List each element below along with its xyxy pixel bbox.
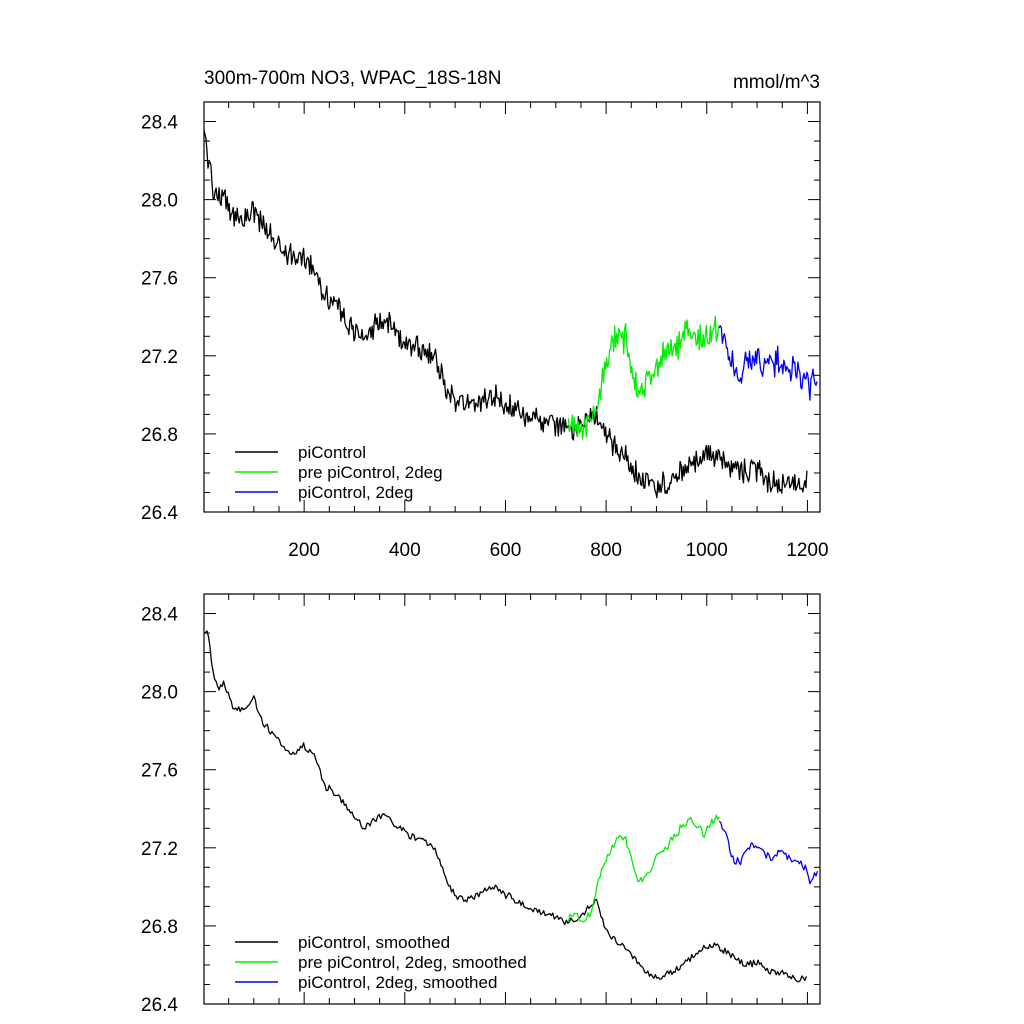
legend-label: pre piControl, 2deg: [298, 463, 443, 482]
units-label: mmol/m^3: [733, 72, 820, 93]
x-tick-label: 200: [288, 540, 320, 561]
plot-frame: [203, 593, 821, 1005]
series-line-piControl: [203, 130, 808, 499]
y-tick-label: 27.2: [141, 347, 178, 368]
legend-label: piControl, 2deg, smoothed: [298, 973, 497, 992]
y-tick-label: 26.8: [141, 917, 178, 938]
y-tick-label: 27.6: [141, 761, 178, 782]
y-tick-label: 27.6: [141, 269, 178, 290]
y-tick-label: 28.4: [141, 605, 178, 626]
x-tick-label: 1000: [686, 540, 728, 561]
series-line-piControl: [203, 630, 808, 983]
series-line-pre_piControl_2deg: [567, 814, 720, 923]
y-tick-label: 28.0: [141, 191, 178, 212]
y-tick-label: 26.4: [141, 995, 178, 1016]
chart-title: 300m-700m NO3, WPAC_18S-18N: [204, 68, 501, 89]
legend-label: piControl: [298, 443, 366, 462]
series-line-pre_piControl_2deg: [567, 315, 720, 440]
y-tick-label: 28.0: [141, 683, 178, 704]
y-tick-label: 26.8: [141, 425, 178, 446]
plot-frame: [203, 101, 821, 513]
y-tick-label: 27.2: [141, 839, 178, 860]
x-tick-label: 600: [490, 540, 522, 561]
legend-label: pre piControl, 2deg, smoothed: [298, 953, 527, 972]
y-tick-label: 28.4: [141, 113, 178, 134]
y-tick-label: 26.4: [141, 503, 178, 524]
legend-label: piControl, 2deg: [298, 483, 413, 502]
x-tick-label: 400: [389, 540, 421, 561]
series-line-piControl_2deg: [718, 325, 818, 401]
series-line-piControl_2deg: [718, 820, 819, 885]
x-tick-label: 1200: [786, 540, 828, 561]
bottom-panel: 26.4 26.8 27.2 27.6 28.0 28.4 piControl, smoot…: [141, 593, 821, 1016]
top-panel: 26.4 26.8 27.2 27.6 28.0 28.4 200 400 600 800 1000…: [141, 101, 829, 561]
x-tick-label: 800: [590, 540, 622, 561]
legend-label: piControl, smoothed: [298, 933, 450, 952]
